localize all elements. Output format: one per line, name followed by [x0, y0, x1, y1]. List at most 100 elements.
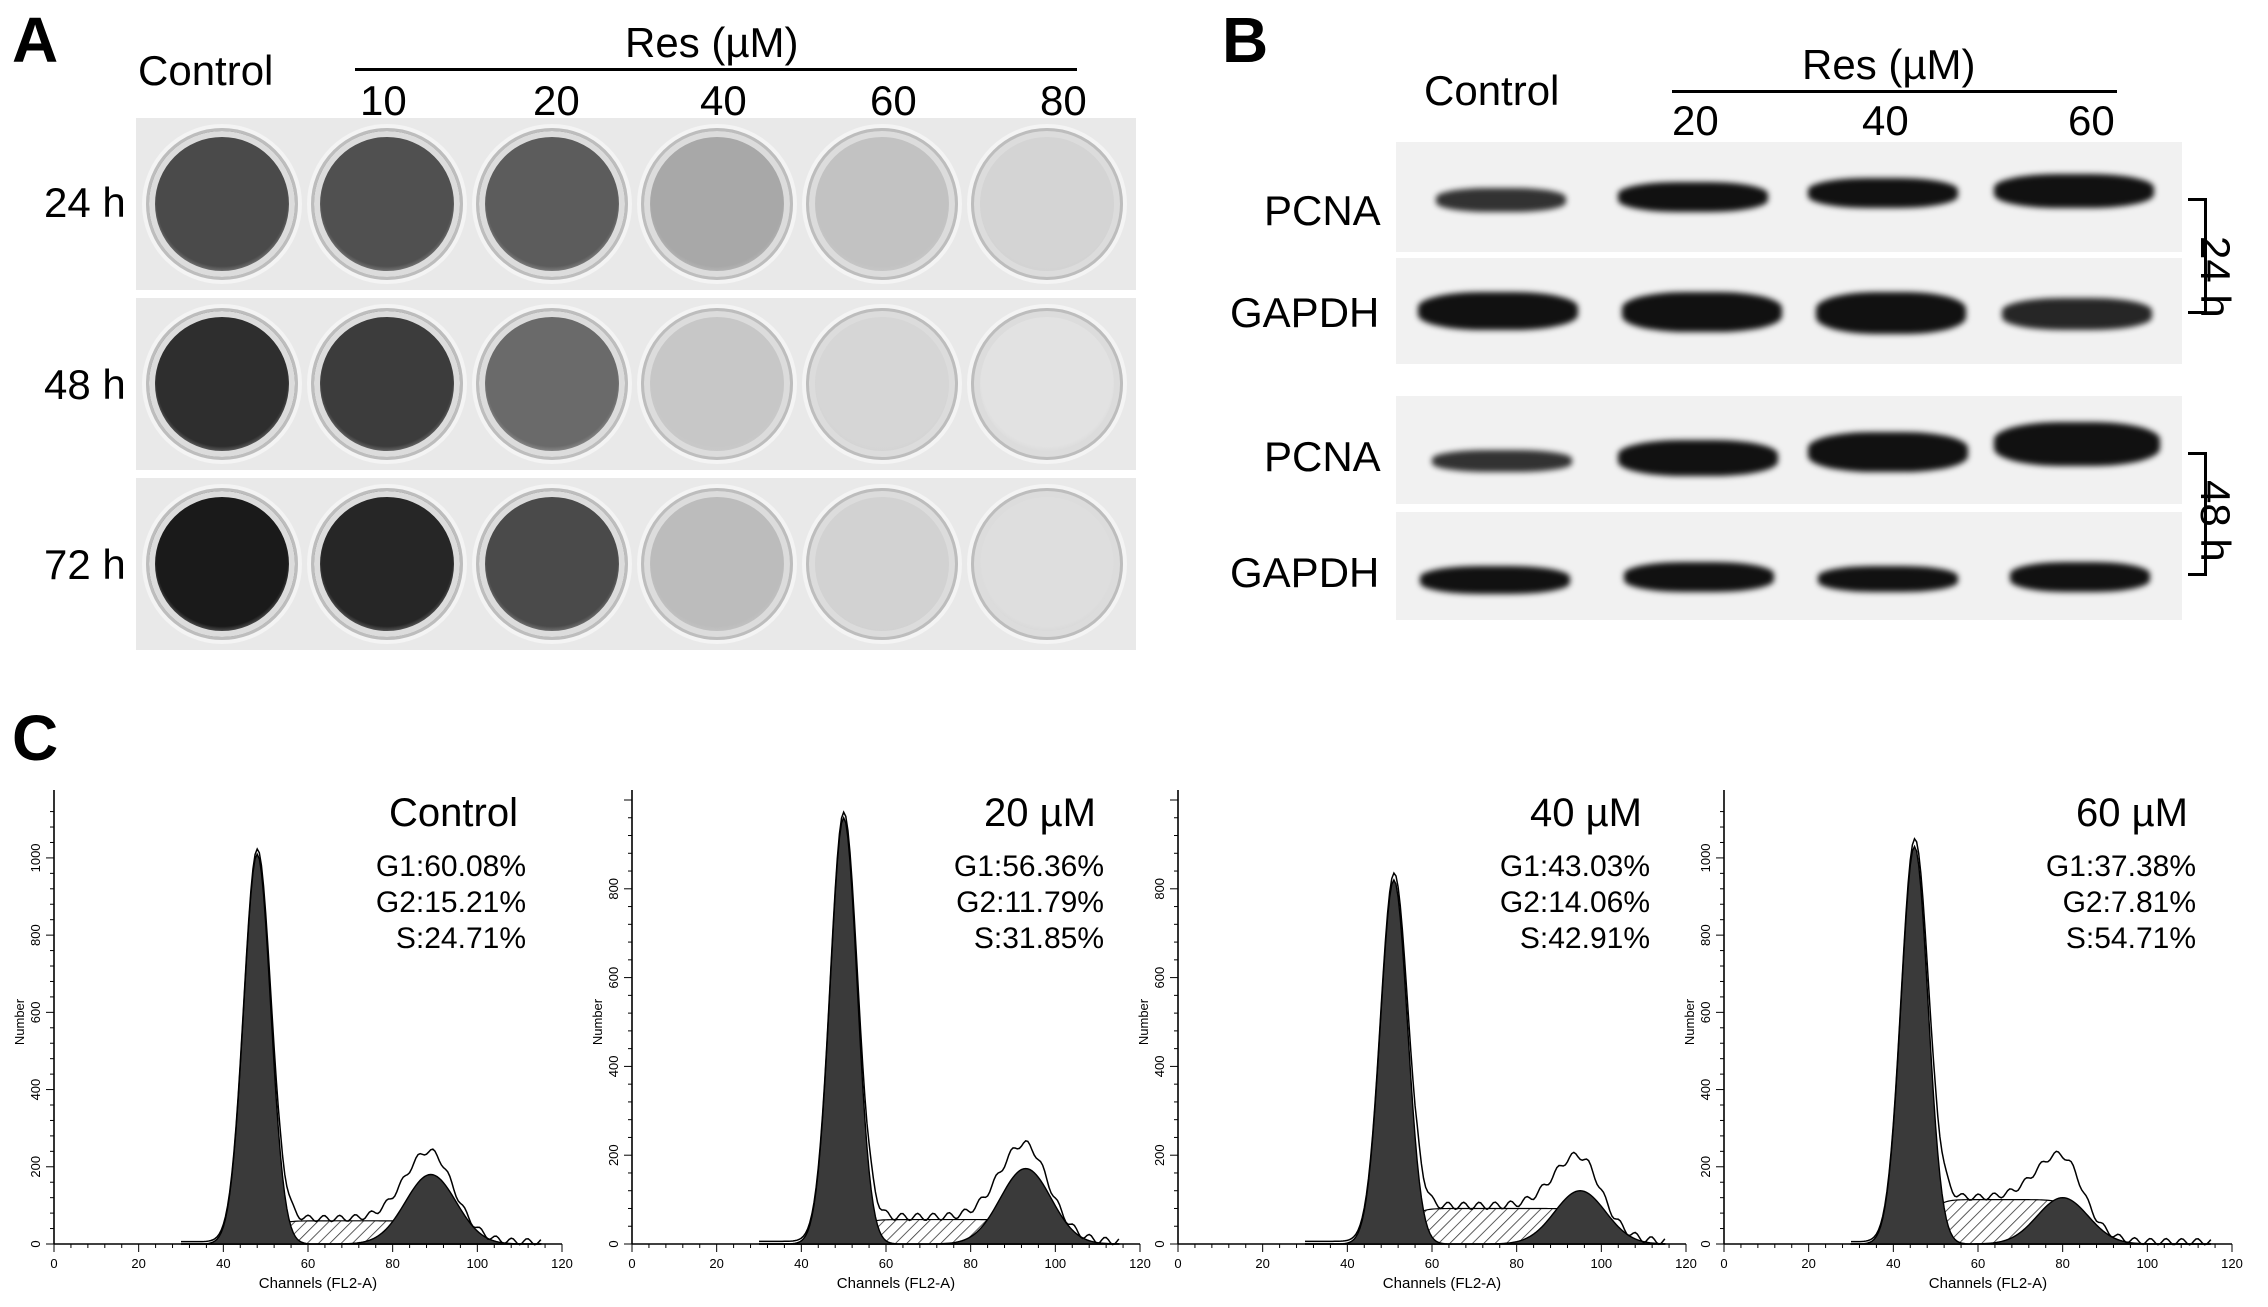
plot-1-xtick-label: 80 [963, 1256, 977, 1271]
panel-b-conc-40: 40 [1862, 97, 1909, 144]
well-24h-5 [971, 128, 1123, 280]
plot-3-ytick-label: 600 [1698, 1001, 1713, 1023]
plot-1-g1-value: G1:56.36% [954, 850, 1104, 883]
plate-row-72h [136, 478, 1136, 650]
well-48h-2 [476, 308, 628, 460]
plot-3-ytick-label: 200 [1698, 1156, 1713, 1178]
plot-3-s-value: S:54.71% [2066, 922, 2196, 955]
plot-0-xlabel: Channels (FL2-A) [259, 1275, 377, 1292]
plot-2-xtick-label: 100 [1590, 1256, 1612, 1271]
well-24h-0 [146, 128, 298, 280]
plot-3-g1-value: G1:37.38% [2046, 850, 2196, 883]
plot-1-xtick-label: 40 [794, 1256, 808, 1271]
blot-label-pcna-48h: PCNA [1264, 433, 1381, 480]
panel-b-res-bar [1672, 90, 2117, 93]
plot-3-ytick-label: 0 [1698, 1240, 1713, 1247]
well-72h-2 [476, 488, 628, 640]
plot-0-xtick-label: 40 [216, 1256, 230, 1271]
flow-cytometry-histograms: 0 20 40 60 80 100 12002004006008001000NumberCh… [12, 790, 2243, 1292]
bracket-24h [2188, 198, 2207, 314]
band-gapdh-48h-control [1420, 566, 1570, 594]
panel-a-time-72h: 72 h [44, 541, 126, 588]
panel-a-conc-80: 80 [1040, 77, 1087, 124]
plot-2-title: 40 µM [1530, 791, 1642, 835]
bracket-48h [2188, 452, 2207, 576]
plot-0-ytick-label: 200 [28, 1156, 43, 1178]
well-24h-1 [311, 128, 463, 280]
plot-3-total-histogram [1850, 837, 2212, 1246]
blot-label-gapdh-48h: GAPDH [1230, 549, 1380, 596]
plot-1-xtick-label: 20 [709, 1256, 723, 1271]
well-24h-4 [806, 128, 958, 280]
time-label-24h: 24 h [2192, 236, 2239, 318]
plot-0-title: Control [389, 791, 518, 835]
plot-1-xtick-label: 60 [879, 1256, 893, 1271]
plot-1-xlabel: Channels (FL2-A) [837, 1275, 955, 1292]
panel-b-conc-60: 60 [2068, 97, 2115, 144]
plot-1-xtick-label: 100 [1044, 1256, 1066, 1271]
plot-0-xtick-label: 60 [301, 1256, 315, 1271]
plot-2-s-value: S:42.91% [1520, 922, 1650, 955]
plot-1-s-value: S:31.85% [974, 922, 1104, 955]
band-gapdh-24h-control [1418, 292, 1578, 330]
plot-3-g1-peak [1850, 844, 2211, 1245]
well-72h-1 [311, 488, 463, 640]
plot-0-ytick-label: 600 [28, 1001, 43, 1023]
plot-2-xlabel: Channels (FL2-A) [1383, 1275, 1501, 1292]
plot-3-xtick-label: 20 [1801, 1256, 1815, 1271]
plot-1-title: 20 µM [984, 791, 1096, 835]
panel-b-letter: B [1222, 4, 1269, 76]
plot-0-g2-value: G2:15.21% [376, 886, 526, 919]
band-gapdh-24h-40 [1816, 292, 1966, 334]
plot-3-title: 60 µM [2076, 791, 2188, 835]
plot-0-xtick-label: 80 [385, 1256, 399, 1271]
plot-1-g2-value: G2:11.79% [956, 886, 1104, 919]
band-gapdh-24h-60 [2002, 298, 2152, 330]
band-pcna-48h-40 [1808, 432, 1968, 472]
plot-2-xtick-label: 80 [1509, 1256, 1523, 1271]
band-gapdh-48h-20 [1624, 562, 1774, 592]
blot-label-pcna-24h: PCNA [1264, 187, 1381, 234]
plot-0-g1-value: G1:60.08% [376, 850, 526, 883]
plot-3-xlabel: Channels (FL2-A) [1929, 1275, 2047, 1292]
well-24h-3 [641, 128, 793, 280]
plot-1-xtick-label: 0 [628, 1256, 635, 1271]
plot-2-xtick-label: 40 [1340, 1256, 1354, 1271]
plot-0-total-histogram [181, 847, 542, 1246]
band-gapdh-48h-60 [2010, 562, 2150, 592]
plot-2-ylabel: Number [1136, 998, 1151, 1045]
plot-1-ytick-label: 200 [606, 1144, 621, 1166]
plot-2-g1-value: G1:43.03% [1500, 850, 1650, 883]
band-pcna-48h-20 [1618, 440, 1778, 476]
panel-a-conc-40: 40 [700, 77, 747, 124]
plot-3-xtick-label: 60 [1971, 1256, 1985, 1271]
plot-0-xtick-label: 120 [551, 1256, 573, 1271]
plot-0-xtick-label: 20 [131, 1256, 145, 1271]
plot-2-xtick-label: 60 [1425, 1256, 1439, 1271]
plot-2-xtick-label: 20 [1255, 1256, 1269, 1271]
plot-3-ytick-label: 800 [1698, 924, 1713, 946]
plot-2-ytick-label: 800 [1152, 878, 1167, 900]
band-gapdh-24h-20 [1622, 292, 1782, 332]
panel-a-res-bar [355, 68, 1077, 71]
plot-2-ytick-label: 400 [1152, 1056, 1167, 1078]
panel-a-letter: A [12, 4, 59, 76]
plot-0-ytick-label: 0 [28, 1240, 43, 1247]
plot-1-ylabel: Number [590, 998, 605, 1045]
panel-a-control-label: Control [138, 47, 274, 94]
panel-a-res-label: Res (µM) [625, 19, 799, 66]
well-72h-5 [971, 488, 1123, 640]
plate-row-24h [136, 118, 1136, 290]
well-48h-4 [806, 308, 958, 460]
blot-label-gapdh-24h: GAPDH [1230, 289, 1380, 336]
time-label-48h: 48 h [2192, 480, 2239, 562]
plot-3-xtick-label: 100 [2136, 1256, 2158, 1271]
well-48h-5 [971, 308, 1123, 460]
panel-a-time-48h: 48 h [44, 361, 126, 408]
plot-2-ytick-label: 0 [1152, 1240, 1167, 1247]
panel-c-letter: C [12, 702, 59, 774]
plot-2-g2-value: G2:14.06% [1500, 886, 1650, 919]
plot-3-xtick-label: 0 [1720, 1256, 1727, 1271]
well-72h-0 [146, 488, 298, 640]
well-48h-3 [641, 308, 793, 460]
